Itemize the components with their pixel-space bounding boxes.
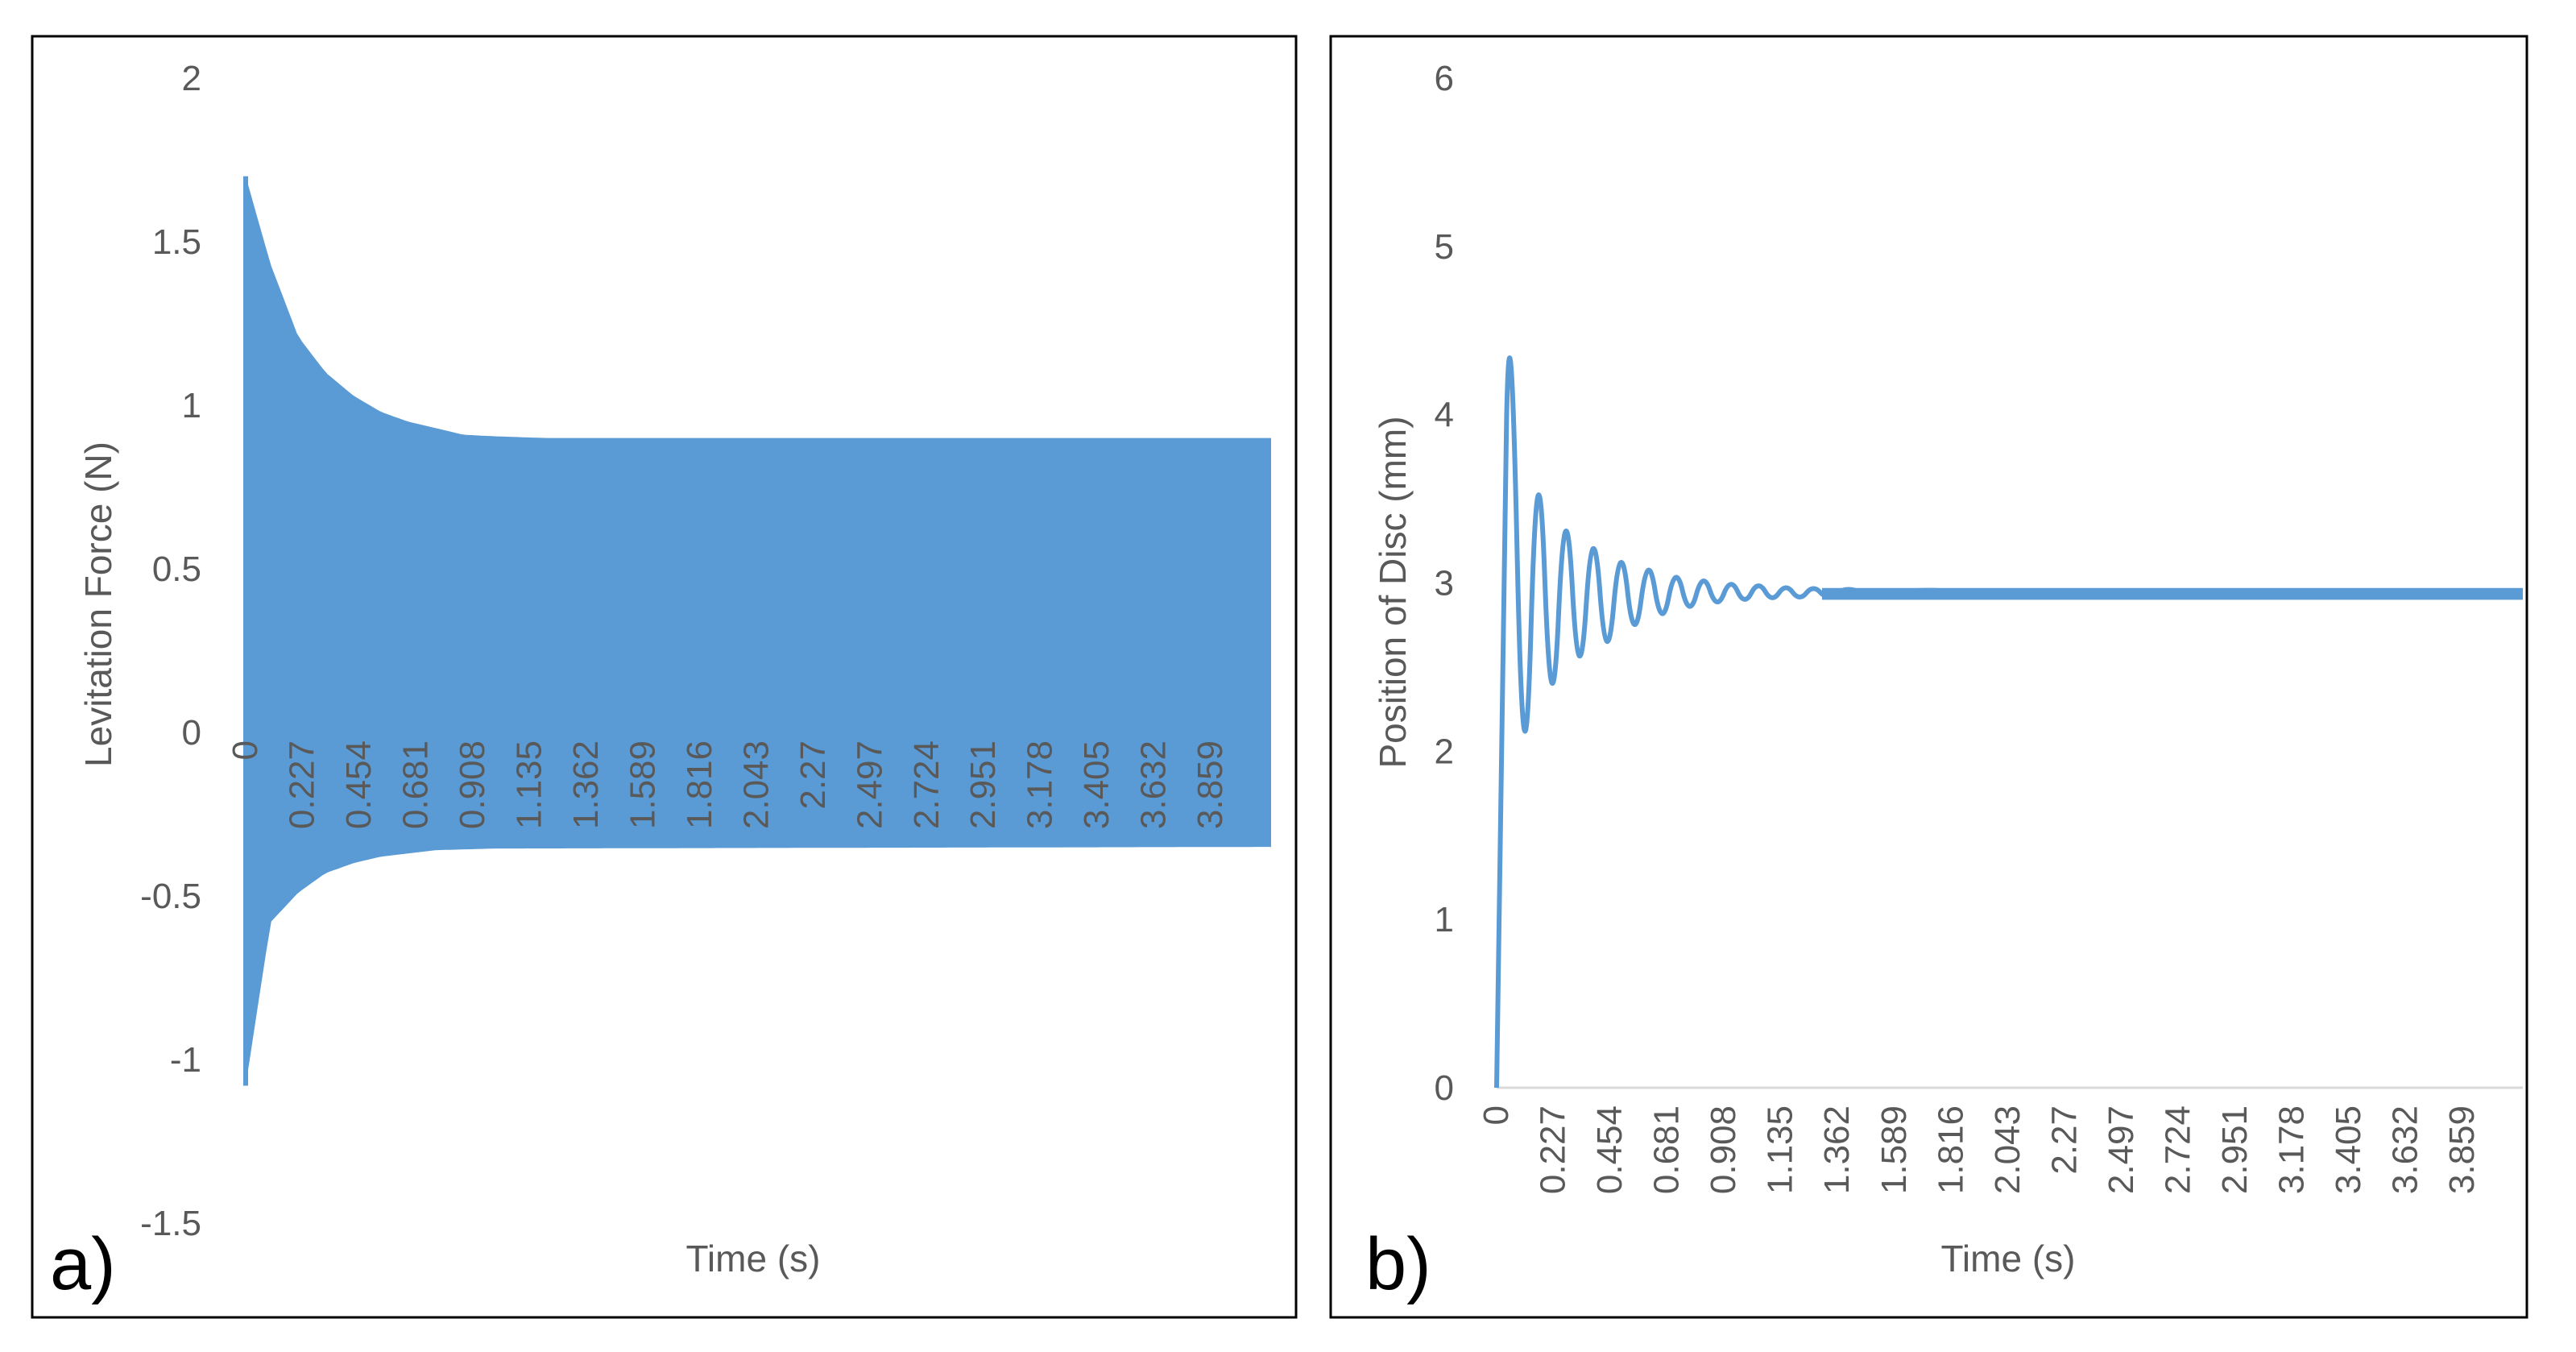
panel-a-x-tick-label: 0.908 <box>453 740 492 829</box>
panel-b-x-tick-label: 2.724 <box>2158 1105 2197 1194</box>
panel-b-label: b) <box>1365 1223 1431 1305</box>
panel-b-x-tick-label: 0.227 <box>1534 1105 1573 1194</box>
panel-a-y-tick-label: 0.5 <box>152 550 201 589</box>
panel-a-peak <box>452 434 475 849</box>
panel-b-x-tick-label: 1.362 <box>1817 1105 1857 1194</box>
panel-b-x-tick-label: 0.681 <box>1647 1105 1687 1194</box>
panel-a-y-tick-label: -1 <box>170 1040 201 1080</box>
panel-a-peak <box>287 336 310 893</box>
panel-a-y-tick-label: 2 <box>182 59 201 98</box>
panel-b-x-tick-label: 1.135 <box>1761 1105 1800 1194</box>
panel-a-x-tick-label: 3.632 <box>1134 740 1174 829</box>
panel-b-y-tick-label: 1 <box>1435 900 1454 939</box>
panel-b-y-tick-label: 3 <box>1435 564 1454 603</box>
panel-a-label: a) <box>50 1223 116 1305</box>
panel-b-series-line <box>1494 355 2524 1089</box>
panel-b-x-tick-label: 2.951 <box>2215 1105 2255 1194</box>
panel-a-x-tick-label: 0.454 <box>339 740 379 829</box>
panel-a-x-tick-label: 0.681 <box>396 740 435 829</box>
panel-a-frame <box>31 35 1298 1319</box>
panel-a-peak <box>396 421 420 854</box>
panel-b-y-tick-label: 4 <box>1435 396 1454 435</box>
panel-a-x-ticks: 0 0.227 0.454 0.681 0.908 1.135 1.362 1.589 1.81… <box>226 740 1230 829</box>
panel-b-x-tick-label: 0.908 <box>1704 1105 1743 1194</box>
panel-b-x-tick-label: 1.589 <box>1874 1105 1914 1194</box>
panel-a-chart: 2 1.5 1 0.5 0 -0.5 -1 -1.5 0 0.227 0.454 0.681 0.90… <box>31 35 1298 1319</box>
panel-a-y-tick-label: 0 <box>182 713 201 753</box>
panel-b-y-ticks: 6 5 4 3 2 1 0 <box>1435 59 1454 1108</box>
panel-b-x-tick-label: 3.405 <box>2329 1105 2368 1194</box>
panel-a-oscillation-band <box>246 176 1271 1086</box>
panel-a-x-axis-title: Time (s) <box>686 1238 821 1279</box>
panel-a-x-tick-label: 3.178 <box>1021 740 1060 829</box>
panel-a-x-tick-label: 1.135 <box>509 740 549 829</box>
panel-a-x-tick-label: 2.951 <box>963 740 1003 829</box>
panel-b-x-tick-label: 2.27 <box>2044 1105 2084 1175</box>
panel-a-y-axis-title: Levitation Force (N) <box>77 442 119 767</box>
panel-b-x-tick-label: 3.859 <box>2442 1105 2482 1194</box>
panel-a-x-tick-label: 0 <box>226 740 265 760</box>
panel-b-x-axis-title: Time (s) <box>1941 1238 2076 1279</box>
panel-b-y-tick-label: 5 <box>1435 227 1454 267</box>
panel-b-y-tick-label: 6 <box>1435 59 1454 98</box>
panel-a-peak <box>314 372 338 873</box>
panel-b-y-tick-label: 2 <box>1435 732 1454 771</box>
panel-a-x-tick-label: 1.362 <box>566 740 606 829</box>
panel-a-x-tick-label: 2.497 <box>850 740 889 829</box>
panel-a-y-tick-label: -1.5 <box>140 1204 201 1243</box>
panel-b-y-axis-title: Position of Disc (mm) <box>1372 416 1414 768</box>
panel-b-x-tick-label: 2.497 <box>2102 1105 2141 1194</box>
panel-a-y-tick-label: -0.5 <box>140 877 201 916</box>
panel-b-x-tick-label: 1.816 <box>1931 1105 1970 1194</box>
panel-b-frame <box>1329 35 2528 1319</box>
panel-a-x-tick-label: 3.405 <box>1077 740 1116 829</box>
panel-a-y-tick-label: 1 <box>182 386 201 425</box>
panel-b-x-ticks: 0 0.227 0.454 0.681 0.908 1.135 1.362 1.589 1.81… <box>1476 1105 2482 1194</box>
panel-a-series-band <box>243 176 1271 1086</box>
panel-a-x-tick-label: 2.043 <box>736 740 776 829</box>
panel-b-x-tick-label: 3.632 <box>2386 1105 2425 1194</box>
panel-b-x-tick-label: 0 <box>1476 1105 1516 1125</box>
panel-a-x-tick-label: 2.724 <box>907 740 946 829</box>
panel-a-x-tick-label: 2.27 <box>793 740 833 810</box>
panel-b-settled-band <box>1821 587 2523 600</box>
panel-a-x-tick-label: 3.859 <box>1191 740 1230 829</box>
panel-a-peak <box>342 395 365 864</box>
panel-b-y-tick-label: 0 <box>1435 1068 1454 1108</box>
panel-a-peak <box>369 412 392 857</box>
panel-b-x-tick-label: 0.454 <box>1590 1105 1630 1194</box>
panel-a-y-tick-label: 1.5 <box>152 222 201 262</box>
panel-b-x-tick-label: 2.043 <box>1988 1105 2027 1194</box>
panel-b-chart: 6 5 4 3 2 1 0 0 0.227 0.454 0.681 0.908 1.135 1.362 1… <box>1329 35 2528 1319</box>
panel-a-x-tick-label: 1.589 <box>623 740 662 829</box>
panel-a-peak <box>259 264 283 923</box>
panel-a-x-tick-label: 1.816 <box>680 740 719 829</box>
panel-b-x-tick-label: 3.178 <box>2272 1105 2312 1194</box>
panel-a-peak <box>424 428 447 851</box>
panel-a-y-ticks: 2 1.5 1 0.5 0 -0.5 -1 -1.5 <box>140 59 201 1243</box>
panel-a-x-tick-label: 0.227 <box>282 740 321 829</box>
